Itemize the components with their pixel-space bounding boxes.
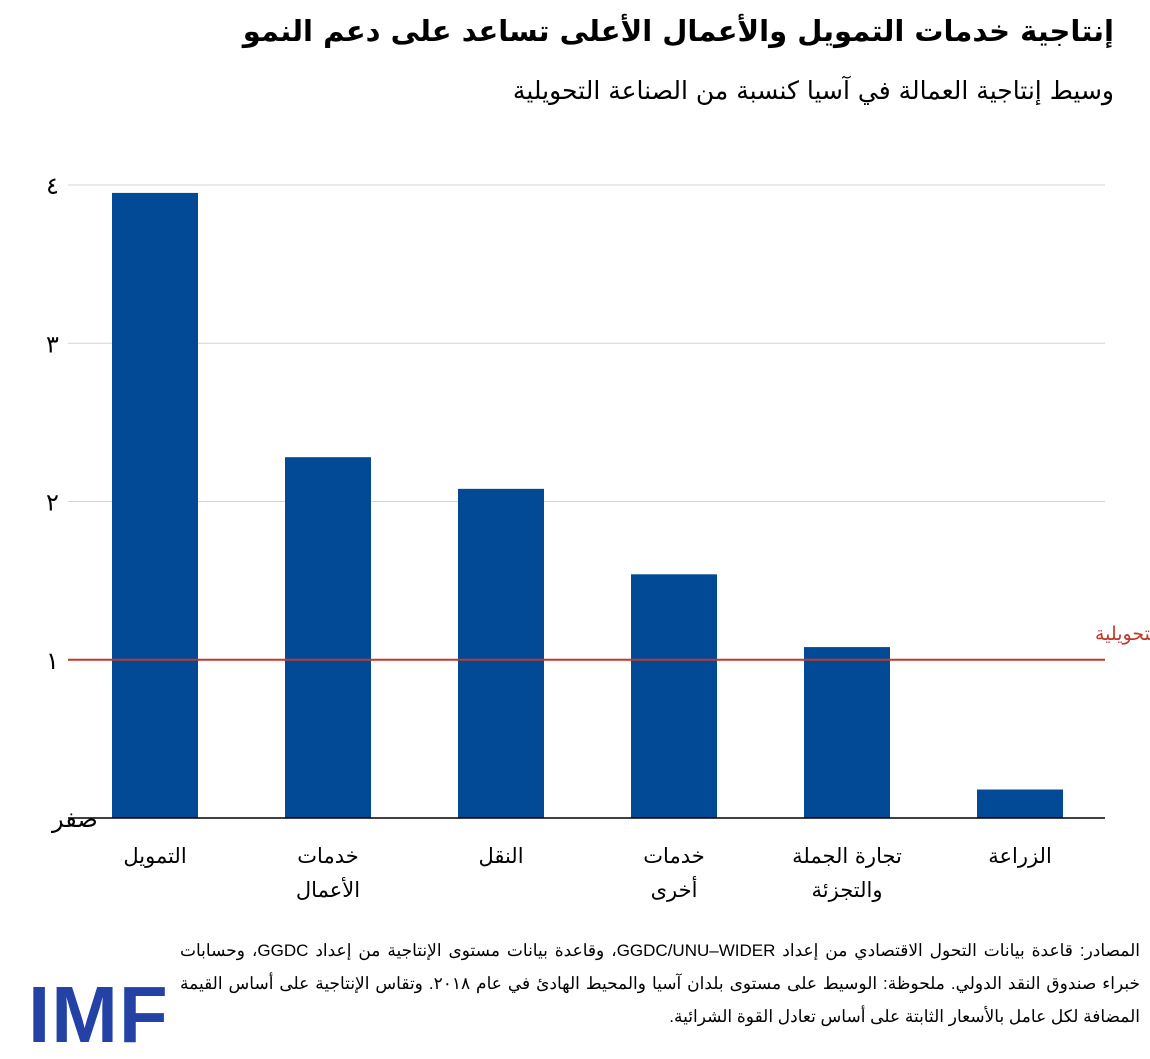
bar <box>804 647 890 818</box>
y-tick-label: ٣ <box>46 330 59 358</box>
x-tick-label: تجارة الجملة <box>792 844 902 868</box>
source-note: المصادر: قاعدة بيانات التحول الاقتصادي م… <box>180 941 1141 1026</box>
bar <box>285 457 371 818</box>
y-tick-label: ١ <box>46 647 59 675</box>
bar <box>458 488 544 818</box>
y-tick-label: ٢ <box>46 489 59 517</box>
x-tick-label: خدمات <box>297 844 358 868</box>
chart-title: إنتاجية خدمات التمويل والأعمال الأعلى تس… <box>242 14 1114 48</box>
x-tick-label: الأعمال <box>296 877 360 902</box>
x-tick-label: التمويل <box>123 844 186 868</box>
reference-line-label: الصناعة التحويلية <box>1095 623 1150 645</box>
bar <box>977 789 1063 818</box>
y-tick-label: صفر <box>51 805 98 833</box>
x-tick-label: خدمات <box>643 844 704 868</box>
bar-chart: صفر ١ ٢ ٣ ٤ التمويل خدمات الأعمال النقل خدمات أخرى… <box>46 172 1150 902</box>
x-tick-label: أخرى <box>651 876 698 902</box>
imf-logo: IMF <box>28 970 169 1059</box>
chart-subtitle: وسيط إنتاجية العمالة في آسيا كنسبة من ال… <box>512 76 1114 105</box>
x-tick-label: الزراعة <box>988 844 1052 868</box>
bar <box>631 574 717 818</box>
bar <box>112 192 198 819</box>
x-tick-label: النقل <box>478 844 523 868</box>
y-tick-label: ٤ <box>46 172 59 200</box>
x-tick-label: والتجزئة <box>812 878 883 902</box>
